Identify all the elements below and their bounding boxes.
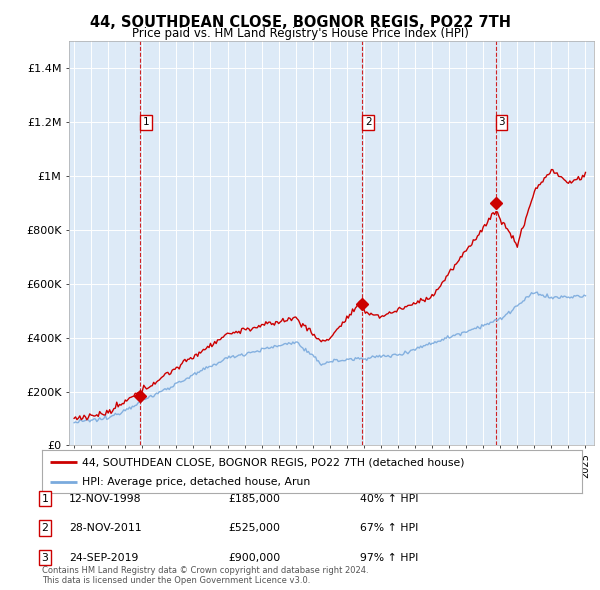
Text: Contains HM Land Registry data © Crown copyright and database right 2024.
This d: Contains HM Land Registry data © Crown c… bbox=[42, 566, 368, 585]
Text: 2: 2 bbox=[41, 523, 49, 533]
Text: 40% ↑ HPI: 40% ↑ HPI bbox=[360, 494, 419, 503]
Text: 24-SEP-2019: 24-SEP-2019 bbox=[69, 553, 139, 562]
Text: 2: 2 bbox=[365, 117, 371, 127]
Text: £900,000: £900,000 bbox=[228, 553, 280, 562]
Text: 1: 1 bbox=[41, 494, 49, 503]
Text: 12-NOV-1998: 12-NOV-1998 bbox=[69, 494, 142, 503]
Text: 44, SOUTHDEAN CLOSE, BOGNOR REGIS, PO22 7TH (detached house): 44, SOUTHDEAN CLOSE, BOGNOR REGIS, PO22 … bbox=[83, 457, 465, 467]
Text: £525,000: £525,000 bbox=[228, 523, 280, 533]
Text: 67% ↑ HPI: 67% ↑ HPI bbox=[360, 523, 418, 533]
Text: 28-NOV-2011: 28-NOV-2011 bbox=[69, 523, 142, 533]
Text: 44, SOUTHDEAN CLOSE, BOGNOR REGIS, PO22 7TH: 44, SOUTHDEAN CLOSE, BOGNOR REGIS, PO22 … bbox=[89, 15, 511, 30]
Text: Price paid vs. HM Land Registry's House Price Index (HPI): Price paid vs. HM Land Registry's House … bbox=[131, 27, 469, 40]
Text: 97% ↑ HPI: 97% ↑ HPI bbox=[360, 553, 418, 562]
Text: HPI: Average price, detached house, Arun: HPI: Average price, detached house, Arun bbox=[83, 477, 311, 487]
Text: 1: 1 bbox=[143, 117, 149, 127]
Text: 3: 3 bbox=[498, 117, 505, 127]
Text: £185,000: £185,000 bbox=[228, 494, 280, 503]
Text: 3: 3 bbox=[41, 553, 49, 562]
